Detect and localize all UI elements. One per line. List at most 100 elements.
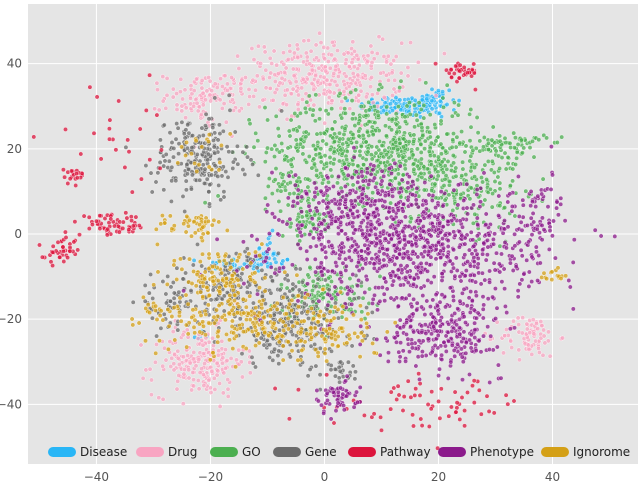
data-point-phenotype — [287, 216, 293, 222]
data-point-go — [467, 111, 473, 117]
data-point-phenotype — [529, 232, 535, 238]
data-point-phenotype — [488, 333, 494, 339]
data-point-disease — [267, 240, 273, 246]
data-point-go — [313, 92, 319, 98]
data-point-phenotype — [359, 191, 365, 197]
data-point-drug — [284, 116, 290, 122]
data-point-go — [482, 162, 488, 168]
data-point-pathway — [457, 62, 463, 68]
data-point-ignorome — [217, 258, 222, 264]
data-point-phenotype — [462, 273, 468, 279]
data-point-pathway — [50, 243, 56, 249]
data-point-pathway — [371, 411, 377, 417]
data-point-go — [310, 112, 316, 118]
data-point-phenotype — [535, 193, 541, 199]
data-point-gene — [154, 333, 160, 339]
data-point-go — [487, 186, 493, 192]
data-point-go — [397, 140, 403, 146]
data-point-drug — [354, 52, 360, 58]
data-point-pathway — [428, 406, 434, 412]
data-point-phenotype — [456, 316, 462, 322]
data-point-go — [467, 196, 473, 202]
data-point-gene — [272, 346, 278, 352]
data-point-phenotype — [440, 214, 446, 220]
data-point-phenotype — [392, 160, 398, 166]
data-point-drug — [179, 108, 185, 114]
data-point-go — [507, 183, 513, 189]
data-point-drug — [217, 97, 223, 103]
data-point-go — [503, 140, 509, 146]
data-point-go — [287, 191, 293, 197]
data-point-pathway — [91, 130, 97, 136]
data-point-phenotype — [545, 204, 551, 210]
data-point-pathway — [124, 215, 130, 221]
data-point-phenotype — [325, 291, 331, 297]
data-point-pathway — [459, 395, 465, 400]
data-point-go — [357, 148, 363, 154]
data-point-drug — [188, 83, 194, 89]
data-point-drug — [169, 355, 175, 361]
data-point-go — [269, 146, 275, 152]
data-point-phenotype — [303, 190, 309, 196]
data-point-go — [459, 129, 465, 135]
data-point-phenotype — [452, 310, 458, 316]
data-point-phenotype — [432, 213, 438, 219]
data-point-drug — [218, 76, 224, 82]
data-point-ignorome — [159, 213, 165, 219]
data-point-go — [377, 273, 383, 279]
data-point-pathway — [120, 225, 126, 231]
data-point-pathway — [107, 117, 113, 123]
data-point-gene — [250, 161, 256, 167]
data-point-ignorome — [215, 334, 221, 339]
data-point-phenotype — [351, 145, 357, 151]
data-point-ignorome — [229, 324, 235, 329]
data-point-phenotype — [496, 261, 502, 267]
data-point-pathway — [361, 412, 367, 418]
data-point-go — [328, 167, 334, 173]
data-point-drug — [253, 87, 258, 93]
data-point-go — [499, 155, 505, 161]
data-point-ignorome — [206, 292, 212, 298]
data-point-pathway — [472, 87, 478, 93]
data-point-ignorome — [257, 310, 262, 316]
data-point-phenotype — [359, 169, 365, 175]
data-point-phenotype — [473, 279, 479, 285]
data-point-phenotype — [388, 170, 394, 176]
data-point-phenotype — [319, 221, 325, 227]
data-point-go — [411, 102, 417, 108]
data-point-phenotype — [531, 219, 537, 225]
data-point-go — [263, 150, 269, 155]
data-point-phenotype — [307, 208, 313, 213]
data-point-phenotype — [415, 354, 421, 360]
data-point-phenotype — [356, 268, 362, 273]
data-point-pathway — [388, 389, 394, 395]
data-point-drug — [560, 335, 565, 341]
data-point-gene — [349, 343, 355, 349]
data-point-phenotype — [343, 267, 349, 273]
data-point-phenotype — [344, 193, 350, 198]
data-point-pathway — [67, 248, 73, 254]
data-point-gene — [200, 162, 206, 168]
data-point-phenotype — [409, 341, 415, 347]
data-point-gene — [287, 354, 293, 360]
data-point-phenotype — [377, 298, 383, 304]
data-point-gene — [364, 305, 370, 311]
data-point-phenotype — [397, 354, 403, 360]
data-point-pathway — [503, 392, 509, 398]
data-point-drug — [291, 73, 297, 79]
data-point-drug — [346, 84, 352, 89]
data-point-phenotype — [526, 283, 532, 289]
data-point-drug — [268, 70, 274, 76]
data-point-pathway — [451, 71, 457, 76]
data-point-go — [379, 143, 385, 148]
data-point-phenotype — [417, 376, 422, 382]
data-point-phenotype — [437, 323, 443, 329]
data-point-phenotype — [353, 169, 359, 175]
data-point-phenotype — [319, 272, 325, 278]
data-point-phenotype — [312, 194, 318, 200]
data-point-drug — [152, 106, 158, 112]
data-point-drug — [540, 352, 546, 358]
data-point-gene — [234, 143, 240, 149]
data-point-phenotype — [339, 189, 345, 194]
data-point-go — [544, 135, 550, 141]
